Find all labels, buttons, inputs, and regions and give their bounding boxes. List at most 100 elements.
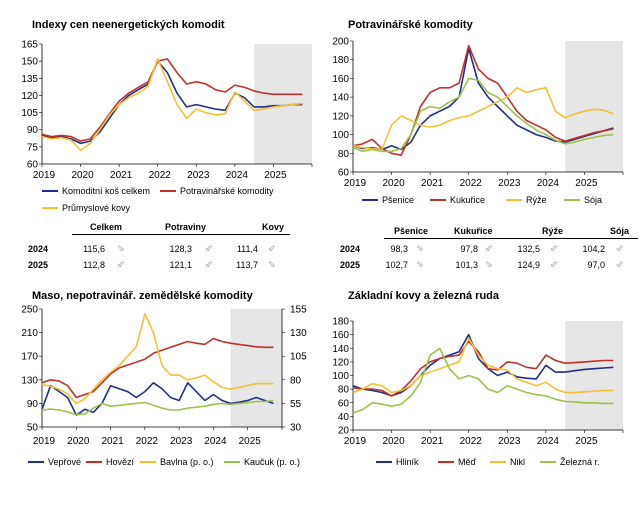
x-tick-label: 2019: [33, 170, 56, 181]
legend-swatch: [224, 461, 240, 463]
y-tick-label: 40: [338, 412, 350, 423]
y-tick-label: 210: [21, 328, 38, 339]
y-tick-label: 200: [332, 37, 349, 48]
x-tick-label: 2020: [67, 436, 90, 447]
x-tick-label: 2022: [460, 178, 483, 189]
y-tick-label: 90: [27, 399, 39, 410]
forecast-shade: [254, 44, 312, 164]
legend-label: Nikl: [510, 457, 525, 467]
x-tick-label: 2019: [344, 436, 367, 447]
series-line: [41, 312, 274, 405]
x-tick-label: 2020: [382, 178, 405, 189]
x-tick-label: 2022: [460, 436, 483, 447]
y-tick-label-right: 105: [290, 352, 307, 363]
series-line: [352, 87, 614, 151]
table-header: Potraviny: [165, 222, 207, 232]
legend-swatch: [42, 190, 58, 192]
series-line: [352, 337, 614, 394]
legend-swatch: [564, 199, 580, 201]
trend-arrow-icon: ⬂: [485, 259, 493, 269]
table-panel-2: Pšenice Kukuřice Rýže Sója 2024 98,3 ⬂ 9…: [320, 222, 640, 272]
y-tick-label: 160: [332, 74, 349, 85]
y-tick-label: 105: [21, 108, 38, 119]
table-header: Sója: [610, 226, 630, 236]
legend-item: Sója: [564, 195, 602, 205]
legend-item: Průmyslové kovy: [42, 203, 130, 213]
table-cell: 115,6: [83, 244, 105, 254]
legend-item: Hovězí: [86, 457, 134, 467]
y-tick-label: 20: [338, 426, 350, 437]
x-tick-label: 2022: [149, 170, 172, 181]
y-tick-label: 80: [338, 385, 350, 396]
legend-swatch: [430, 199, 446, 201]
y-tick-label: 150: [21, 57, 38, 68]
trend-arrow-icon: ⬂: [268, 259, 276, 269]
x-tick-label: 2020: [71, 170, 94, 181]
panel-commodity-indices: Indexy cen neenergetických komodit 60 75 9…: [0, 0, 320, 242]
y-tick-label: 170: [21, 352, 38, 363]
table-cell: 132,5: [517, 244, 540, 254]
series-line: [41, 58, 303, 142]
table-header: Celkem: [90, 222, 123, 232]
x-tick-label: 2024: [537, 178, 560, 189]
y-tick-label: 140: [332, 344, 349, 355]
panel-meat-agri-commodities: Maso, nepotravinář. zemědělské komodity …: [0, 278, 320, 520]
legend-label: Sója: [584, 195, 603, 205]
legend-item: Komoditní koš celkem: [42, 186, 150, 196]
legend-item: Hliník: [376, 457, 419, 467]
series-line: [352, 347, 614, 414]
chart-title: Potravinářské komodity: [348, 19, 473, 31]
x-tick-label: 2025: [264, 170, 287, 181]
legend-item: Bavlna (p. o.): [140, 457, 214, 467]
legend-label: Hliník: [396, 457, 419, 467]
y-tick-label: 60: [27, 160, 39, 171]
y-tick-label: 120: [332, 111, 349, 122]
chart-svg: 20 40 60 80 100 120 140 160 180 2019 2020 2021 2022 2…: [332, 317, 624, 447]
y-tick-label: 130: [21, 375, 38, 386]
y-tick-label: 100: [332, 130, 349, 141]
table-rule: [72, 234, 290, 235]
y-tick-label: 140: [332, 93, 349, 104]
y-tick-label: 50: [27, 423, 39, 434]
legend-item: Potravinářské komodity: [160, 186, 274, 196]
chart-svg: 60 80 100 120 140 160 180 200 2019 2020 2021 2022 20…: [332, 37, 624, 189]
x-tick-label: 2021: [110, 170, 133, 181]
y-tick-label: 120: [332, 357, 349, 368]
legend-item: Kukuřice: [430, 195, 485, 205]
legend-label: Bavlna (p. o.): [160, 457, 214, 467]
trend-arrow-icon: ⬃: [550, 259, 558, 269]
legend-item: Železná r.: [540, 457, 600, 467]
forecast-shade: [565, 41, 623, 172]
y-tick-label: 60: [338, 168, 350, 179]
series-line: [41, 382, 274, 416]
legend-label: Rýže: [526, 195, 547, 205]
series-line: [352, 47, 614, 151]
x-tick-label: 2021: [421, 436, 444, 447]
trend-arrow-icon: ⬃: [616, 243, 624, 253]
legend-swatch: [506, 199, 522, 201]
legend-swatch: [160, 190, 176, 192]
trend-arrow-icon: ⬂: [416, 259, 424, 269]
y-tick-label-right: 30: [290, 423, 302, 434]
table-cell: 124,9: [517, 260, 540, 270]
table-row-year: 2024: [340, 244, 361, 254]
y-tick-label: 75: [27, 142, 39, 153]
x-tick-label: 2023: [170, 436, 193, 447]
table-row-year: 2025: [340, 260, 361, 270]
y-tick-label: 120: [21, 91, 38, 102]
series-line: [41, 58, 303, 152]
y-tick-label: 80: [338, 149, 350, 160]
table-cell: 113,7: [236, 260, 258, 270]
table-row-year: 2025: [28, 260, 49, 270]
y-tick-label: 100: [332, 371, 349, 382]
y-tick-label: 160: [332, 330, 349, 341]
legend-label: Železná r.: [560, 457, 600, 467]
legend-item: Nikl: [490, 457, 525, 467]
x-tick-label: 2021: [421, 178, 444, 189]
table-header: Pšenice: [394, 226, 429, 236]
legend-item: Vepřové: [28, 457, 81, 467]
legend-swatch: [28, 461, 44, 463]
legend-item: Kaučuk (p. o.): [224, 457, 300, 467]
table-panel-1: Celkem Potraviny Kovy 2024 115,6 ⬂ 128,3…: [0, 222, 320, 272]
x-tick-label: 2023: [498, 178, 521, 189]
